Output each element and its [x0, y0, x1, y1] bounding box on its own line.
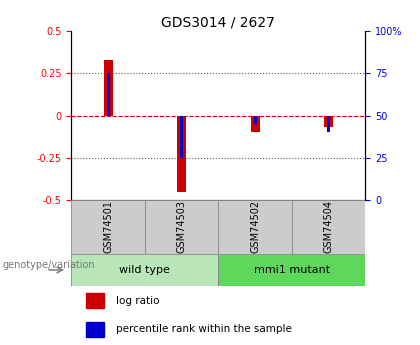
Text: genotype/variation: genotype/variation: [2, 260, 95, 270]
Bar: [177, 116, 186, 191]
Bar: [180, 116, 183, 158]
Text: percentile rank within the sample: percentile rank within the sample: [116, 324, 291, 334]
Bar: [107, 73, 110, 116]
Bar: [292, 200, 365, 254]
Text: GSM74501: GSM74501: [103, 200, 113, 253]
Bar: [71, 254, 218, 286]
Text: mmi1 mutant: mmi1 mutant: [254, 265, 330, 275]
Bar: [86, 322, 104, 337]
Bar: [218, 254, 365, 286]
Text: wild type: wild type: [119, 265, 171, 275]
Title: GDS3014 / 2627: GDS3014 / 2627: [161, 16, 276, 30]
Bar: [218, 200, 292, 254]
Text: GSM74504: GSM74504: [324, 200, 333, 253]
Bar: [327, 116, 330, 132]
Bar: [86, 293, 104, 308]
Text: GSM74503: GSM74503: [177, 200, 186, 253]
Bar: [324, 116, 333, 127]
Text: GSM74502: GSM74502: [250, 200, 260, 253]
Text: log ratio: log ratio: [116, 296, 159, 306]
Bar: [254, 116, 257, 124]
Bar: [104, 60, 113, 116]
Bar: [251, 116, 260, 132]
Bar: [71, 200, 145, 254]
Bar: [145, 200, 218, 254]
